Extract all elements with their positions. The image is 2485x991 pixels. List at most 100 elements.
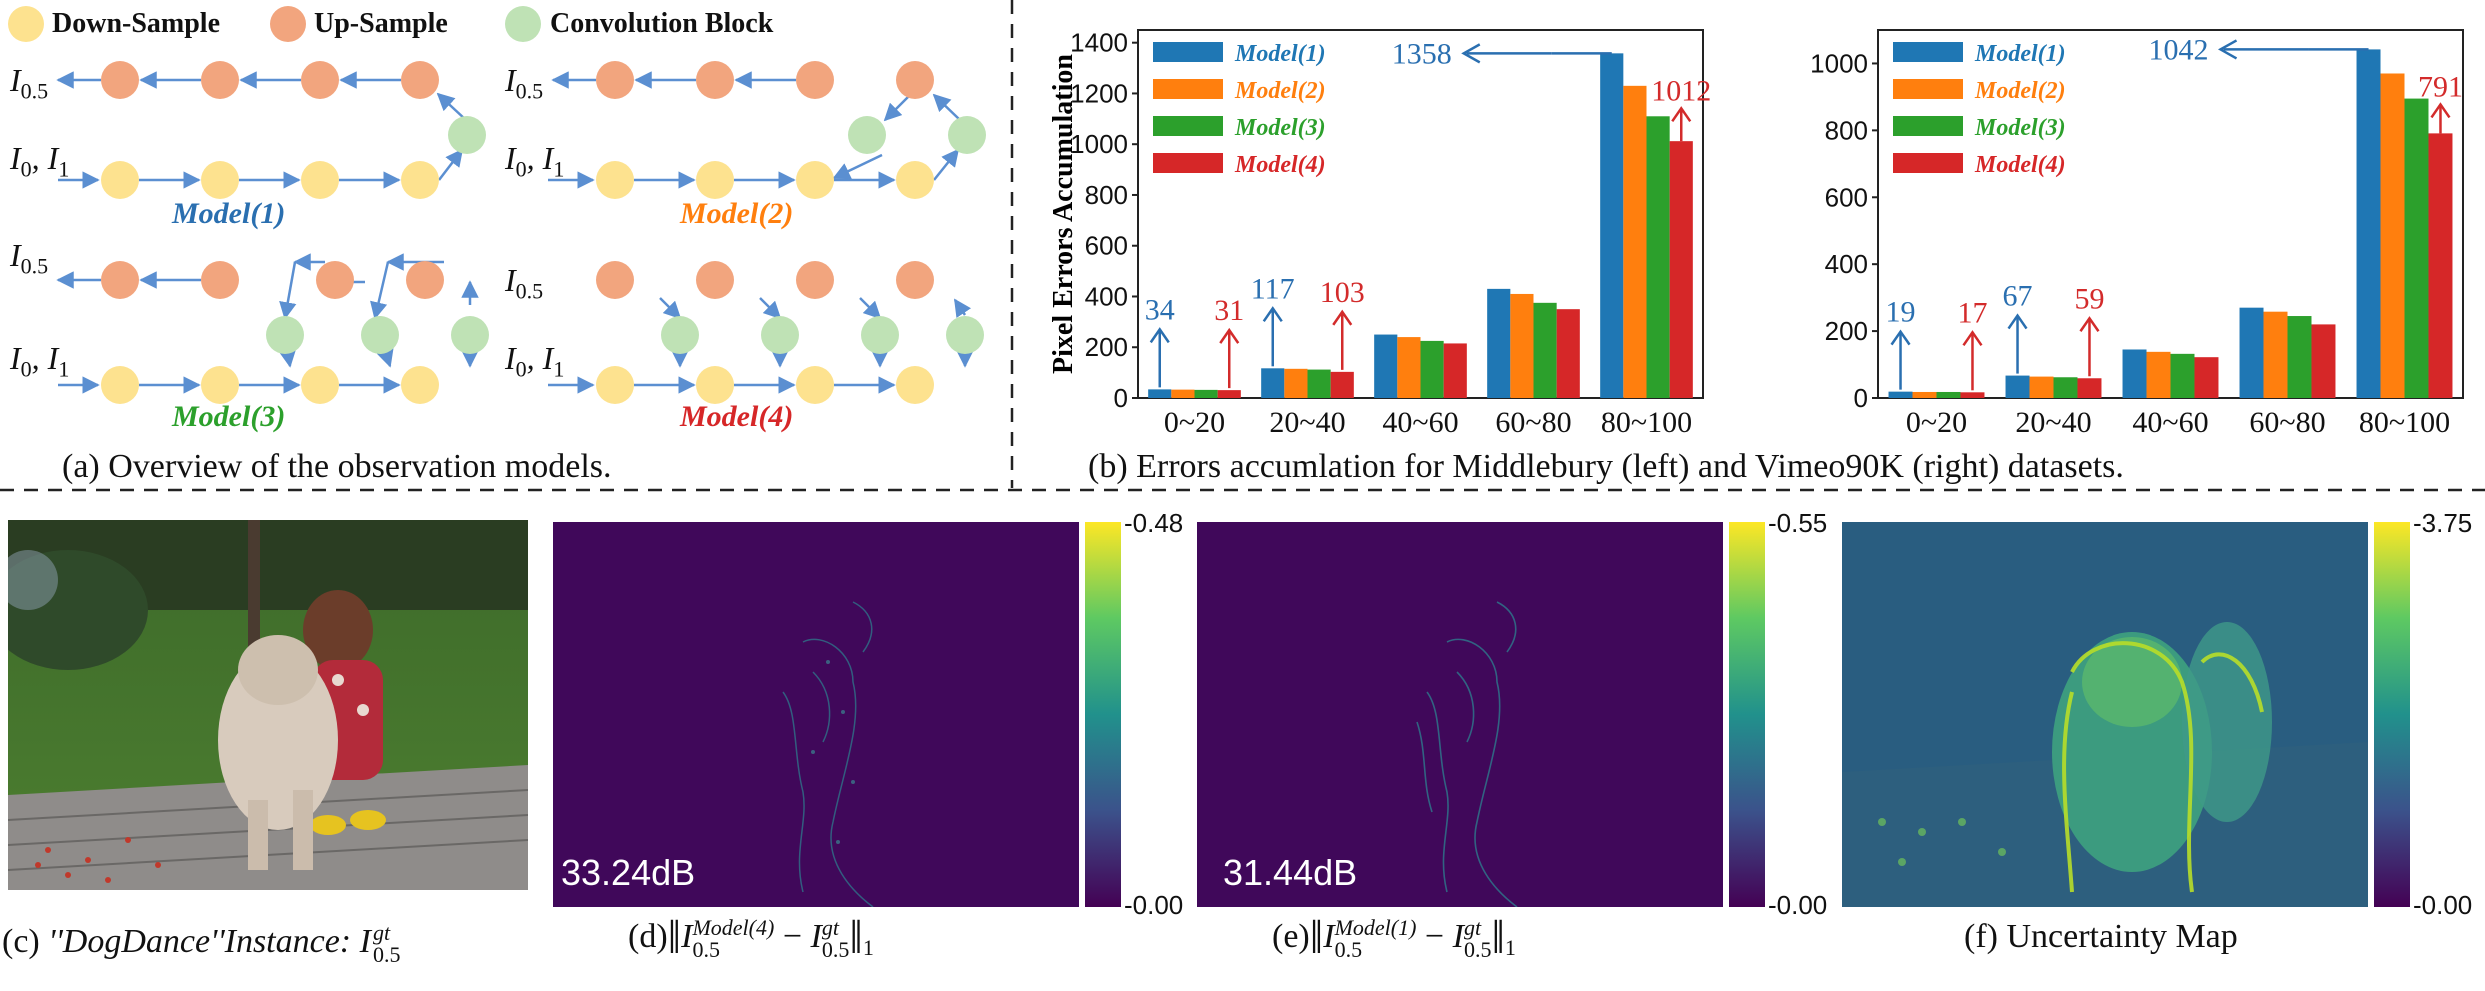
up-sample-swatch [270,6,306,42]
bar [1148,389,1172,398]
legend-swatch [1153,42,1223,62]
bar [2122,349,2147,398]
conv-block-node [266,316,304,354]
bar [2287,316,2312,398]
bar [1194,389,1218,398]
down-sample-label: Down-Sample [52,8,221,39]
conv-block-node [451,316,489,354]
up-sample-node [316,261,354,299]
bar [1420,340,1444,398]
flow-arrow [438,148,464,181]
x-tick-label: 60~80 [1495,406,1571,439]
y-tick-label: 200 [1085,332,1128,362]
colorbar-e [1729,522,1765,907]
up-sample-node [696,261,734,299]
colorbar-d-min: -0.00 [1124,890,1184,920]
annotation-arrowhead [1262,306,1283,323]
legend-label: Model(2) [1234,78,1326,104]
colorbar-f-max: -3.75 [2413,508,2473,538]
bar [2077,378,2102,398]
up-sample-node [201,261,239,299]
colorbar-d-max: -0.48 [1124,508,1184,538]
annotation-label: 59 [2074,282,2104,315]
annotation-arrowhead [1890,329,1911,346]
up-sample-node [301,61,339,99]
x-tick-label: 20~40 [2015,406,2091,439]
legend-label: Model(2) [1974,78,2066,104]
annotation-label: 31 [1214,294,1244,327]
conv-block-node [946,316,984,354]
bar [1307,369,1331,398]
annotation-label: 19 [1886,296,1916,329]
down-sample-node [896,161,934,199]
legend-label: Model(1) [1234,41,1326,67]
annotation-arrowhead [1962,330,1983,347]
bar [1443,343,1467,398]
bar [1330,371,1354,398]
bar [2194,357,2219,398]
x-tick-label: 80~100 [1601,406,1692,439]
colorbar-e-min: -0.00 [1768,890,1828,920]
bar [1936,391,1961,398]
y-tick-label: 1000 [1070,129,1128,159]
down-sample-node [101,366,139,404]
legend-label: Model(3) [1234,115,1326,141]
down-sample-node [301,161,339,199]
error-map-model1: 31.44dB [1197,522,1723,907]
annotation-label: 117 [1251,272,1295,305]
colorbar-f-min: -0.00 [2413,890,2473,920]
down-sample-node [401,161,439,199]
legend-swatch [1893,42,1963,62]
bar [2356,49,2381,399]
annotation-label: 103 [1320,276,1365,309]
bar [2404,98,2429,398]
annotation-label: 791 [2418,70,2463,103]
flow-arrow [883,94,911,122]
x-tick-label: 60~80 [2249,406,2325,439]
y-tick-label: 1400 [1070,28,1128,58]
legend-swatch [1893,153,1963,173]
annotation-arrowhead [2217,39,2238,60]
legend-swatch [1153,116,1223,136]
annotation-arrowhead [1332,309,1353,326]
caption-a: (a) Overview of the observation models. [62,448,612,485]
x-tick-label: 40~60 [1382,406,1458,439]
bar [1374,334,1398,398]
annotation-arrowhead [1149,327,1170,344]
up-sample-node [896,61,934,99]
error-map-model4: 33.24dB [553,522,1079,907]
legend-swatch [1153,79,1223,99]
down-sample-swatch [8,6,44,42]
conv-block-node [948,116,986,154]
x-tick-label: 0~20 [1164,406,1225,439]
y-tick-label: 600 [1825,182,1868,212]
x-tick-label: 0~20 [1906,406,1967,439]
bar [1533,302,1557,398]
conv-block-label: Convolution Block [550,8,774,39]
conv-block-node [761,316,799,354]
bar [2053,377,2078,398]
colorbar-e-max: -0.55 [1768,508,1828,538]
m3-i-half: I0.5 [10,237,49,279]
bar [1397,337,1421,398]
annotation-arrowhead [2007,313,2028,330]
model-diagrams [56,61,986,404]
down-sample-node [796,366,834,404]
flow-arrow [436,92,467,121]
annotation-arrowhead [2079,316,2100,332]
y-tick-label: 1200 [1070,78,1128,108]
y-tick-label: 400 [1085,281,1128,311]
down-sample-node [696,161,734,199]
down-sample-node [796,161,834,199]
down-sample-node [401,366,439,404]
legend-label: Model(4) [1974,152,2066,178]
down-sample-node [596,366,634,404]
m4-i-pair: I0, I1 [505,340,565,382]
bar [1623,85,1647,399]
down-sample-node [596,161,634,199]
bar [1510,293,1534,398]
dogdance-photo [8,520,528,890]
down-sample-node [301,366,339,404]
